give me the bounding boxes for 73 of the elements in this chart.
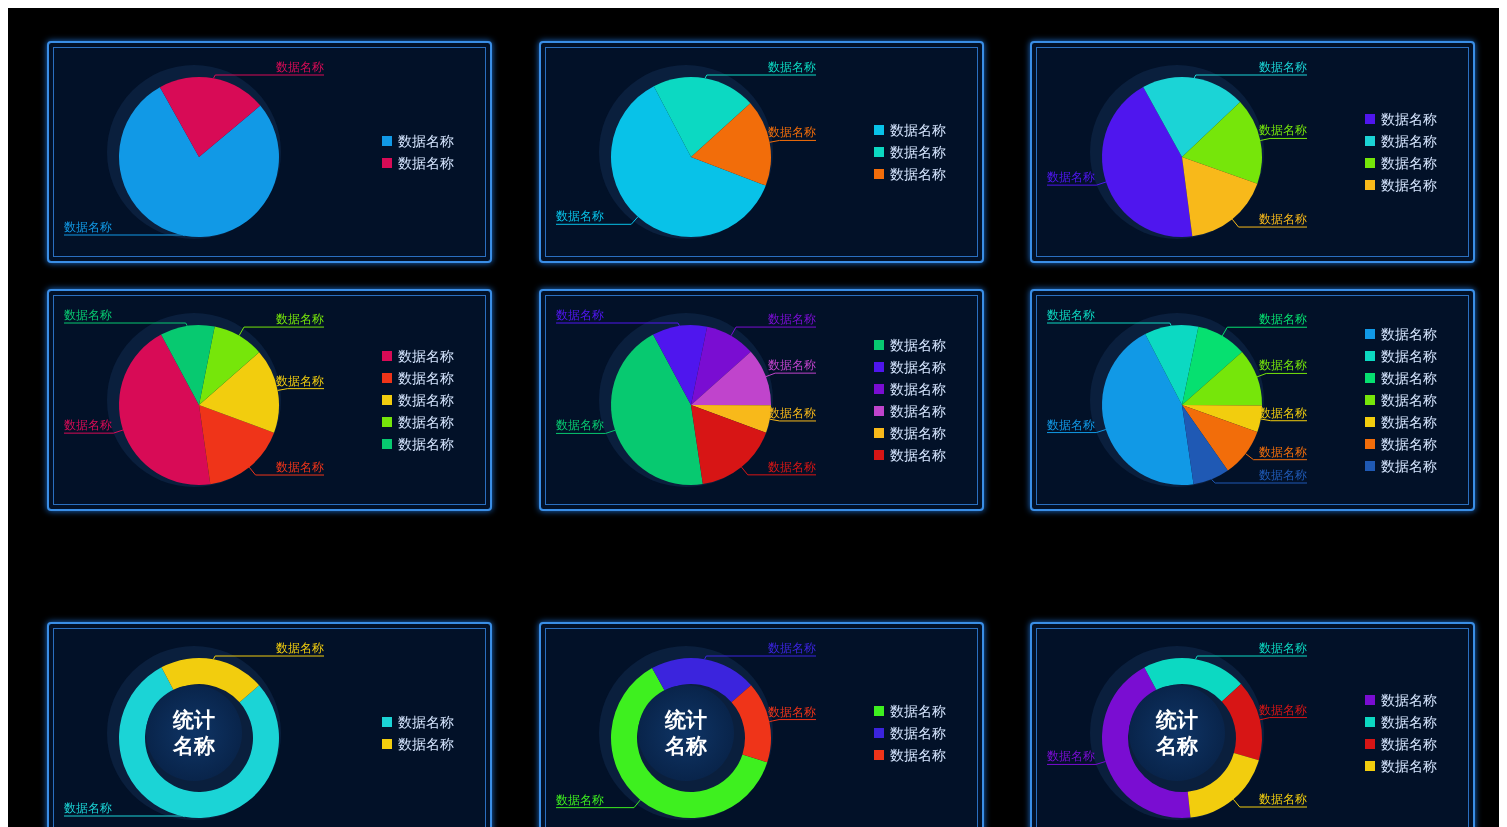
legend-label: 数据名称 [890, 703, 946, 719]
slice-label: 数据名称 [1259, 358, 1307, 373]
legend-label: 数据名称 [1381, 111, 1437, 127]
slice-label: 数据名称 [556, 308, 604, 322]
slice-label: 数据名称 [1259, 123, 1307, 138]
legend-label: 数据名称 [890, 403, 946, 419]
legend-label: 数据名称 [1381, 692, 1437, 708]
legend-label: 数据名称 [1381, 414, 1437, 430]
legend-label: 数据名称 [1381, 714, 1437, 730]
slice-label: 数据名称 [276, 460, 324, 475]
slice-label: 数据名称 [1259, 792, 1307, 806]
text: 统计名称 [172, 707, 216, 759]
legend-label: 数据名称 [1381, 736, 1437, 752]
slice-label: 数据名称 [1047, 170, 1095, 185]
legend-label: 数据名称 [890, 747, 946, 763]
legend-label: 数据名称 [398, 370, 454, 386]
legend-label: 数据名称 [398, 414, 454, 430]
slice-label: 数据名称 [768, 459, 816, 474]
slice-label: 数据名称 [1259, 641, 1307, 655]
legend-label: 数据名称 [890, 359, 946, 375]
legend-label: 数据名称 [1381, 155, 1437, 171]
slice-label: 数据名称 [64, 220, 112, 234]
slice-label: 数据名称 [1259, 212, 1307, 227]
legend-label: 数据名称 [1381, 436, 1437, 452]
slice-label: 数据名称 [768, 358, 816, 373]
slice-label: 数据名称 [768, 704, 816, 719]
legend-label: 数据名称 [398, 348, 454, 364]
slice-label: 数据名称 [556, 209, 604, 224]
slice-label: 数据名称 [1047, 749, 1095, 764]
legend-label: 数据名称 [1381, 370, 1437, 386]
slice-label: 数据名称 [1047, 308, 1095, 322]
slice-label: 数据名称 [276, 312, 324, 327]
slice-label: 数据名称 [556, 792, 604, 807]
legend-label: 数据名称 [890, 425, 946, 441]
text: 统计名称 [1155, 707, 1199, 759]
slice-label: 数据名称 [276, 373, 324, 388]
legend-label: 数据名称 [398, 436, 454, 452]
slice-label: 数据名称 [276, 60, 324, 74]
legend-label: 数据名称 [1381, 133, 1437, 149]
slice-label: 数据名称 [768, 641, 816, 655]
slice-label: 数据名称 [64, 308, 112, 322]
legend-label: 数据名称 [398, 714, 454, 730]
legend-label: 数据名称 [890, 337, 946, 353]
legend-label: 数据名称 [1381, 458, 1437, 474]
legend-label: 数据名称 [890, 725, 946, 741]
legend-label: 数据名称 [1381, 326, 1437, 342]
slice-label: 数据名称 [768, 125, 816, 140]
slice-label: 数据名称 [768, 60, 816, 74]
slice-label: 数据名称 [1259, 312, 1307, 327]
slice-label: 数据名称 [556, 418, 604, 433]
legend-label: 数据名称 [1381, 177, 1437, 193]
slice-label: 数据名称 [64, 418, 112, 433]
slice-label: 数据名称 [1259, 60, 1307, 74]
slice-label: 数据名称 [1259, 468, 1307, 482]
legend-label: 数据名称 [890, 144, 946, 160]
legend-label: 数据名称 [1381, 758, 1437, 774]
slice-label: 数据名称 [1259, 702, 1307, 717]
legend-label: 数据名称 [398, 392, 454, 408]
slice-label: 数据名称 [1047, 417, 1095, 432]
legend-label: 数据名称 [890, 122, 946, 138]
slice-label: 数据名称 [1259, 444, 1307, 459]
legend-label: 数据名称 [398, 133, 454, 149]
legend-label: 数据名称 [398, 155, 454, 171]
legend-label: 数据名称 [890, 166, 946, 182]
slice-label: 数据名称 [768, 312, 816, 327]
slice-label: 数据名称 [276, 641, 324, 655]
slice-label: 数据名称 [64, 801, 112, 815]
legend-label: 数据名称 [890, 447, 946, 463]
legend-label: 数据名称 [398, 736, 454, 752]
legend-label: 数据名称 [1381, 392, 1437, 408]
text: 统计名称 [664, 707, 708, 759]
legend-label: 数据名称 [1381, 348, 1437, 364]
legend-label: 数据名称 [890, 381, 946, 397]
